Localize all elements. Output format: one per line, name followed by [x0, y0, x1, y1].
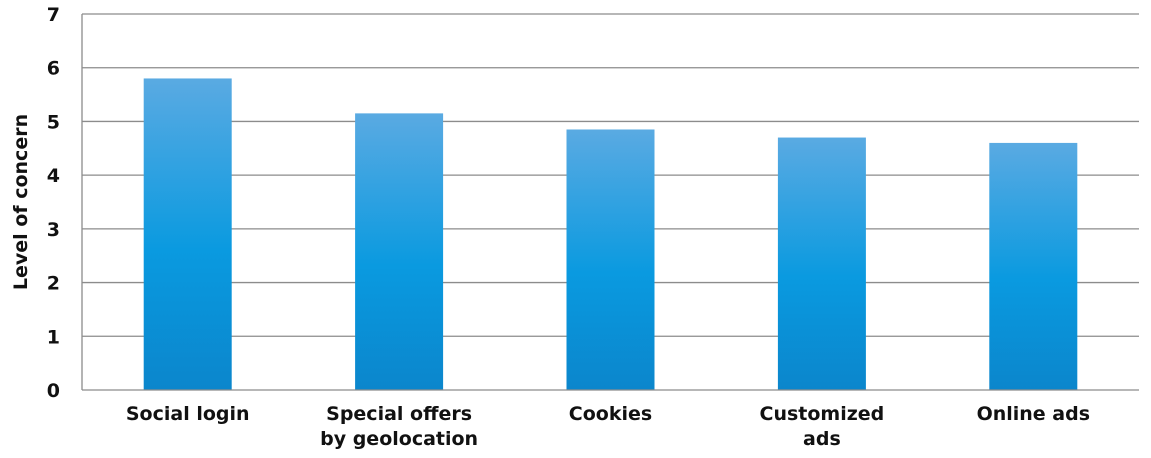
y-tick-label: 6 [47, 58, 60, 80]
x-category-label: Special offers by geolocation [320, 403, 478, 450]
bar [355, 113, 443, 390]
x-category-label: Online ads [977, 403, 1090, 425]
x-category-label-line: Cookies [569, 403, 652, 425]
y-tick-label: 7 [47, 4, 60, 26]
x-category-label-line: Customized [760, 403, 885, 425]
x-category-labels: Social login Special offers by geolocation… [126, 403, 1090, 450]
x-category-label-line: Online ads [977, 403, 1090, 425]
bar [567, 129, 655, 390]
x-category-label-line: Special offers [326, 403, 472, 425]
x-category-label-line: Social login [126, 403, 250, 425]
y-tick-label: 4 [47, 165, 60, 187]
x-category-label: Customized ads [760, 403, 885, 450]
y-tick-label: 3 [47, 219, 60, 241]
y-tick-label: 2 [47, 273, 60, 295]
x-category-label: Social login [126, 403, 250, 425]
bars [144, 78, 1078, 390]
y-tick-label: 0 [47, 380, 60, 402]
x-category-label-line: by geolocation [320, 428, 478, 450]
y-tick-labels: 0 1 2 3 4 5 6 7 [47, 4, 60, 402]
y-axis-title: Level of concern [10, 114, 32, 290]
y-tick-label: 1 [47, 326, 60, 348]
x-category-label-line: ads [803, 428, 841, 450]
bar [989, 143, 1077, 390]
bar [778, 138, 866, 390]
bar [144, 78, 232, 390]
x-category-label: Cookies [569, 403, 652, 425]
y-tick-label: 5 [47, 111, 60, 133]
